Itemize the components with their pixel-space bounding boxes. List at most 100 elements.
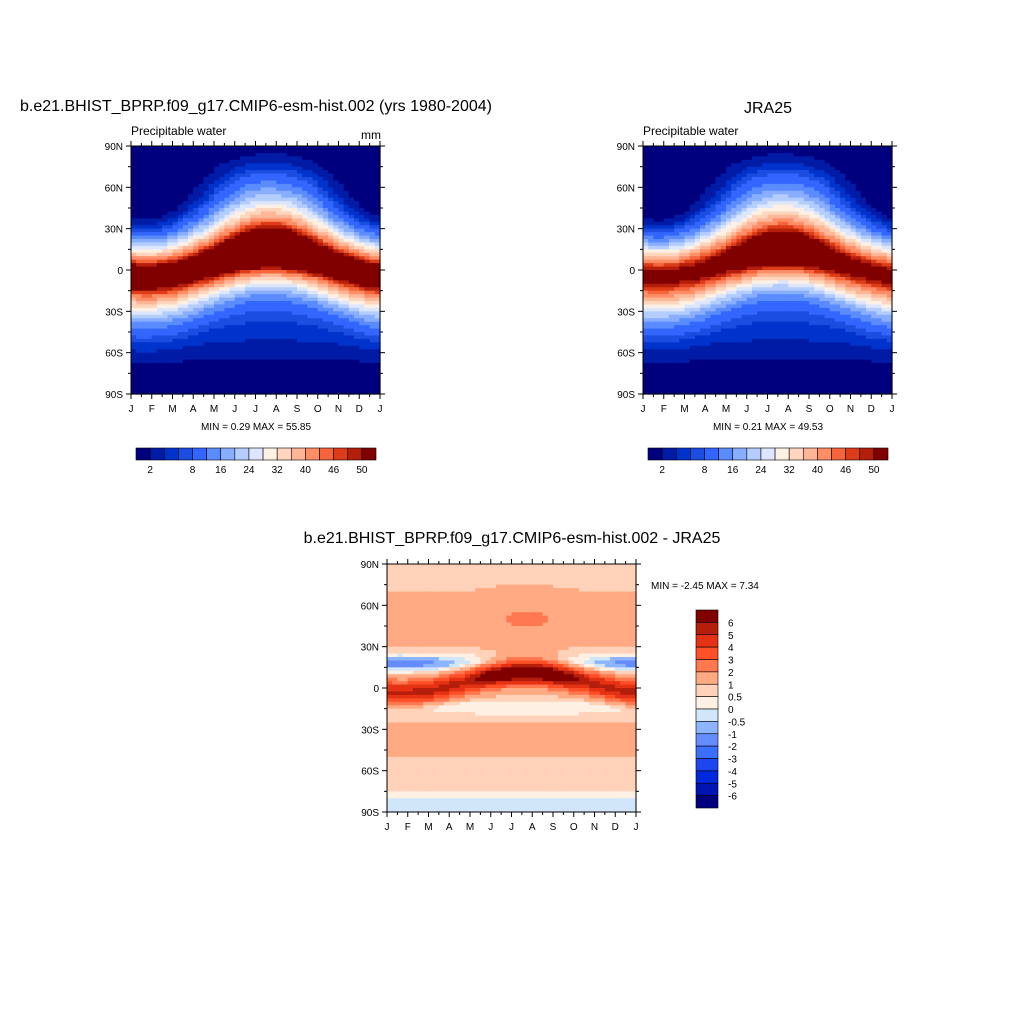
heatmap-cell [736,239,743,244]
heatmap-cell [679,321,686,326]
heatmap-cell [694,146,701,151]
heatmap-cell [343,290,350,295]
heatmap-cell [265,390,272,395]
heatmap-cell [679,187,686,192]
heatmap-cell [663,201,670,206]
heatmap-cell [731,187,737,192]
heatmap-cell [208,280,215,285]
heatmap-cell [271,314,277,319]
heatmap-cell [653,356,660,361]
heatmap-cell [245,218,251,223]
heatmap-cell [354,318,360,323]
heatmap-cell [214,252,220,257]
heatmap-cell [705,345,712,350]
heatmap-cell [172,369,179,374]
heatmap-cell [239,187,246,192]
heatmap-cell [260,163,267,168]
heatmap-cell [705,242,712,247]
heatmap-cell [182,283,189,288]
heatmap-cell [260,194,267,199]
heatmap-cell [715,335,722,340]
heatmap-cell [343,201,350,206]
heatmap-cell [705,201,712,206]
heatmap-cell [198,314,205,319]
heatmap-cell [167,221,174,226]
heatmap-cell [322,276,329,281]
heatmap-cell [276,356,283,361]
heatmap-cell [374,342,381,347]
heatmap-cell [648,328,654,333]
heatmap-cell [705,332,712,337]
heatmap-cell [364,332,371,337]
heatmap-cell [715,280,722,285]
heatmap-cell [224,149,231,154]
heatmap-cell [156,325,163,330]
heatmap-cell [322,259,329,264]
heatmap-cell [343,266,350,271]
heatmap-cell [317,211,324,216]
heatmap-cell [736,177,743,182]
heatmap-cell [307,311,314,316]
heatmap-cell [689,304,696,309]
heatmap-cell [359,369,366,374]
heatmap-cell [359,211,366,216]
heatmap-cell [643,204,649,209]
heatmap-cell [297,259,303,264]
heatmap-cell [234,387,241,392]
heatmap-cell [260,366,267,371]
heatmap-cell [265,318,272,323]
heatmap-cell [658,152,665,157]
heatmap-cell [710,290,717,295]
heatmap-cell [736,256,743,261]
heatmap-cell [354,259,360,264]
heatmap-cell [245,183,251,188]
heatmap-cell [653,146,660,151]
heatmap-cell [328,369,334,374]
heatmap-cell [648,373,654,378]
heatmap-cell [663,235,670,240]
heatmap-cell [234,211,241,216]
heatmap-cell [188,352,194,357]
heatmap-cell [653,294,660,299]
heatmap-cell [234,366,241,371]
heatmap-cell [208,363,215,368]
heatmap-cell [291,318,298,323]
heatmap-cell [182,201,189,206]
heatmap-cell [328,187,334,192]
heatmap-cell [643,321,649,326]
heatmap-cell [286,373,293,378]
heatmap-cell [307,149,314,154]
heatmap-cell [250,325,257,330]
heatmap-cell [239,311,246,316]
heatmap-cell [338,321,345,326]
heatmap-cell [700,152,706,157]
heatmap-cell [333,290,340,295]
heatmap-cell [214,345,220,350]
heatmap-cell [668,204,675,209]
heatmap-cell [245,335,251,340]
heatmap-cell [710,328,717,333]
heatmap-cell [689,294,696,299]
heatmap-cell [328,307,334,312]
heatmap-cell [219,201,225,206]
heatmap-cell [663,318,670,323]
heatmap-cell [146,290,153,295]
heatmap-cell [333,266,340,271]
heatmap-cell [668,380,675,385]
heatmap-cell [705,152,712,157]
heatmap-cell [643,187,649,192]
heatmap-cell [214,218,220,223]
heatmap-cell [146,356,153,361]
heatmap-cell [710,163,717,168]
heatmap-cell [369,294,376,299]
heatmap-cell [684,283,691,288]
heatmap-cell [338,166,345,171]
heatmap-cell [307,297,314,302]
heatmap-cell [653,338,660,343]
heatmap-cell [359,387,366,392]
heatmap-cell [317,242,324,247]
heatmap-cell [307,304,314,309]
heatmap-cell [710,387,717,392]
heatmap-cell [684,177,691,182]
heatmap-cell [172,249,179,254]
